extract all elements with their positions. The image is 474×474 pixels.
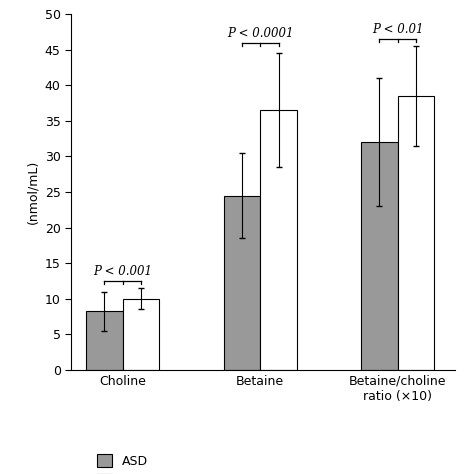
Text: P < 0.001: P < 0.001	[93, 265, 152, 278]
Y-axis label: (nmol/mL): (nmol/mL)	[26, 160, 39, 224]
Text: P < 0.0001: P < 0.0001	[227, 27, 293, 40]
Bar	[260, 110, 297, 370]
Bar	[224, 195, 260, 370]
Legend: ASD, Control: ASD, Control	[97, 454, 167, 474]
Bar	[398, 96, 434, 370]
Bar	[86, 311, 123, 370]
Bar	[123, 299, 159, 370]
Bar	[361, 142, 398, 370]
Text: P < 0.01: P < 0.01	[372, 23, 423, 36]
